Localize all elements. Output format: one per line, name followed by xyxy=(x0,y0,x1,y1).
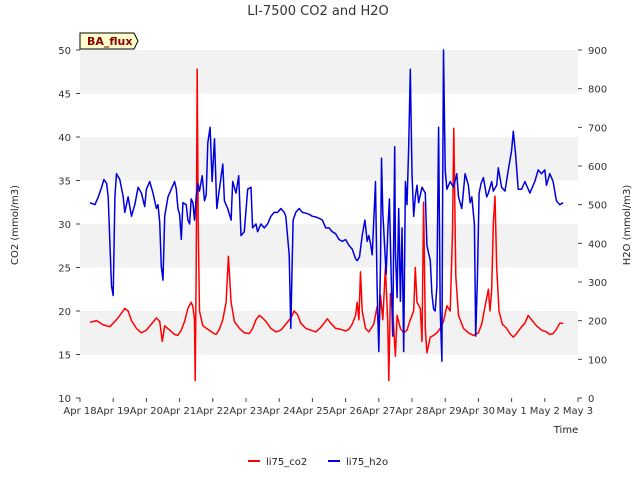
badge: BA_flux xyxy=(79,32,139,50)
x-tick-label: Apr 27 xyxy=(362,406,395,417)
y-right-tick-label: 200 xyxy=(588,317,607,328)
y-right-tick-label: 900 xyxy=(588,46,607,57)
legend: li75_co2 li75_h2o xyxy=(248,457,388,468)
y-right-tick-label: 400 xyxy=(588,239,607,250)
x-axis: Apr 18 Apr 19 Apr 20 Apr 21 Apr 22 Apr 23 Apr … xyxy=(63,398,593,417)
y-right-tick-label: 300 xyxy=(588,278,607,289)
chart-title: LI-7500 CO2 and H2O xyxy=(247,4,389,19)
y-right-tick-label: 700 xyxy=(588,123,607,134)
y-left-tick-label: 25 xyxy=(58,264,71,275)
y-axis-right: 0 100 200 300 400 500 600 700 800 900 xyxy=(578,46,607,405)
x-tick-label: Apr 29 xyxy=(429,406,462,417)
legend-label-co2: li75_co2 xyxy=(266,457,307,468)
grid-band xyxy=(80,93,578,137)
series-line-li75_h2o xyxy=(89,49,564,363)
x-tick-label: Apr 24 xyxy=(263,406,296,417)
grid-band xyxy=(80,311,578,355)
x-tick-label: Apr 28 xyxy=(395,406,428,417)
x-tick-label: Apr 22 xyxy=(196,406,229,417)
y-left-tick-label: 15 xyxy=(58,351,71,362)
x-tick-label: Apr 23 xyxy=(229,406,262,417)
grid-band xyxy=(80,354,578,398)
y-right-tick-label: 100 xyxy=(588,355,607,366)
x-tick-label: Apr 18 xyxy=(63,406,96,417)
y-left-tick-label: 35 xyxy=(58,177,71,188)
grid-band xyxy=(80,267,578,311)
series-lines xyxy=(89,49,564,382)
grid-band xyxy=(80,50,578,94)
y-left-tick-label: 10 xyxy=(58,394,71,405)
y-right-tick-label: 0 xyxy=(588,394,594,405)
background-bands xyxy=(80,50,578,398)
grid-band xyxy=(80,137,578,181)
x-tick-label: Apr 25 xyxy=(296,406,329,417)
y-left-tick-label: 50 xyxy=(58,46,71,57)
grid-band xyxy=(80,224,578,268)
x-tick-label: Apr 21 xyxy=(163,406,196,417)
y-axis-left-label: CO2 (mmol/m3) xyxy=(10,185,21,265)
x-tick-label: Apr 20 xyxy=(130,406,163,417)
x-tick-label: Apr 30 xyxy=(462,406,495,417)
x-tick-label: Apr 19 xyxy=(97,406,130,417)
y-right-tick-label: 500 xyxy=(588,201,607,212)
y-left-tick-label: 20 xyxy=(58,307,71,318)
y-axis-left: 10 15 20 25 30 35 40 45 50 xyxy=(58,46,80,405)
y-left-tick-label: 40 xyxy=(58,133,71,144)
x-axis-label: Time xyxy=(553,425,578,436)
x-tick-label: May 1 xyxy=(496,406,526,417)
series-line-li75_co2 xyxy=(89,68,564,382)
y-axis-right-label: H2O (mmol/m3) xyxy=(622,185,633,266)
x-tick-label: May 3 xyxy=(563,406,593,417)
y-left-tick-label: 30 xyxy=(58,220,71,231)
y-right-tick-label: 600 xyxy=(588,162,607,173)
x-tick-label: May 2 xyxy=(530,406,560,417)
y-left-tick-label: 45 xyxy=(58,90,71,101)
legend-label-h2o: li75_h2o xyxy=(346,457,388,468)
x-tick-label: Apr 26 xyxy=(329,406,362,417)
y-right-tick-label: 800 xyxy=(588,85,607,96)
badge-box xyxy=(79,32,139,50)
badge-label: BA_flux xyxy=(87,35,132,48)
